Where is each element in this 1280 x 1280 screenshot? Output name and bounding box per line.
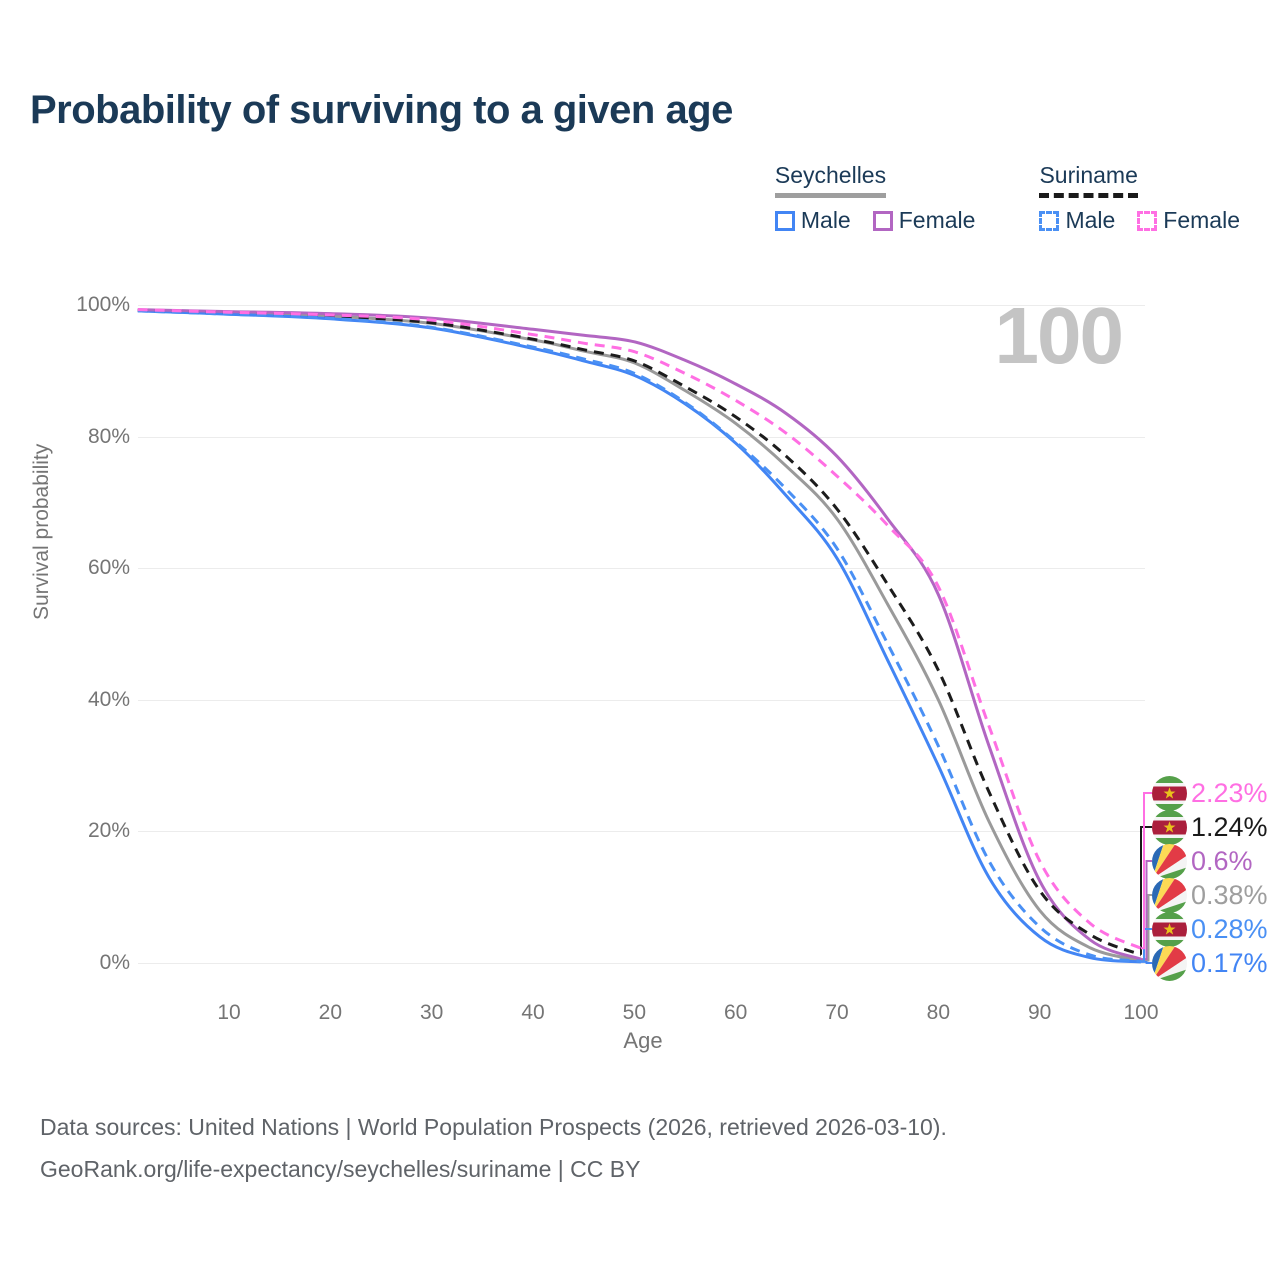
series-line-suriname-female	[137, 308, 1142, 950]
x-axis-tick-label: 70	[825, 1001, 849, 1024]
x-axis-tick-label: 60	[723, 1001, 748, 1024]
legend-item-label: Female	[898, 207, 976, 233]
legend-item-label: Male	[800, 207, 851, 233]
series-line-seychelles-male	[137, 309, 1142, 964]
y-axis-tick-label: 40%	[87, 687, 130, 711]
series-line-suriname-both	[137, 308, 1142, 957]
suriname-flag-icon	[1152, 809, 1187, 845]
x-axis-tick-label: 10	[217, 1001, 241, 1024]
gridline	[138, 436, 1145, 438]
seychelles-flag-icon	[1152, 945, 1187, 981]
legend-group-label: Seychelles	[774, 162, 887, 198]
legend-swatch-icon	[872, 210, 893, 231]
end-label-seychelles-male: 0.17%	[1152, 945, 1268, 981]
y-axis-tick-label: 100%	[76, 293, 130, 316]
gridline	[138, 831, 1145, 833]
legend-item-label: Male	[1065, 207, 1116, 233]
x-axis-tick-label: 90	[1027, 1001, 1052, 1024]
legend-swatch-icon	[1137, 210, 1158, 231]
x-axis-tick-label: 50	[622, 1001, 647, 1024]
end-label-value: 1.24%	[1191, 811, 1268, 842]
x-axis-title: Age	[623, 1028, 663, 1053]
end-label-value: 0.17%	[1191, 947, 1268, 978]
series-line-suriname-male	[137, 309, 1142, 963]
end-label-connector	[1140, 826, 1152, 955]
gridline	[138, 305, 1145, 306]
gridline	[138, 699, 1145, 701]
end-label-value: 0.28%	[1191, 913, 1268, 944]
y-axis-tick-label: 60%	[87, 556, 130, 580]
x-axis-tick-label: 100	[1123, 1001, 1159, 1024]
end-label-value: 0.38%	[1191, 879, 1268, 910]
footer: Data sources: United Nations | World Pop…	[40, 1106, 947, 1190]
suriname-flag-icon	[1152, 911, 1187, 947]
x-axis-tick-label: 80	[926, 1001, 950, 1024]
suriname-flag-icon	[1152, 775, 1187, 811]
x-axis-tick-label: 20	[318, 1001, 343, 1024]
seychelles-flag-icon	[1152, 843, 1187, 879]
x-axis-tick-label: 40	[521, 1001, 545, 1024]
end-label-value: 0.6%	[1191, 845, 1253, 876]
legend-item-seychelles-female[interactable]: Female	[872, 207, 976, 234]
series-line-seychelles-female	[137, 308, 1142, 961]
legend-item-suriname-male[interactable]: Male	[1039, 207, 1115, 234]
end-label-value: 2.23%	[1191, 777, 1268, 808]
end-label-suriname-male: 0.28%	[1152, 911, 1268, 947]
end-label-suriname-female: 2.23%	[1152, 775, 1268, 811]
y-axis-tick-label: 20%	[87, 819, 130, 843]
end-label-seychelles-female: 0.6%	[1152, 843, 1253, 879]
chart-watermark: 100	[994, 291, 1124, 380]
x-axis-tick-label: 30	[420, 1001, 444, 1024]
legend-group-label: Suriname	[1039, 162, 1138, 198]
y-axis-tick-label: 80%	[87, 424, 130, 448]
y-axis-tick-label: 0%	[99, 951, 130, 974]
gridline	[138, 963, 1145, 964]
legend-item-suriname-female[interactable]: Female	[1137, 207, 1240, 234]
end-label-seychelles-both: 0.38%	[1152, 877, 1268, 913]
legend-swatch-icon	[774, 210, 795, 231]
seychelles-flag-icon	[1152, 877, 1187, 913]
data-sources-line: Data sources: United Nations | World Pop…	[40, 1114, 947, 1140]
y-axis-title: Survival probability	[30, 443, 53, 620]
end-label-connector	[1141, 792, 1152, 950]
end-label-connector	[1141, 860, 1152, 961]
page-title: Probability of surviving to a given age	[30, 88, 733, 132]
gridline	[138, 568, 1145, 570]
legend: Seychelles Male Female Suriname Male Female	[774, 162, 1240, 234]
legend-group-seychelles: Seychelles Male Female	[774, 162, 976, 234]
legend-group-suriname: Suriname Male Female	[1039, 162, 1240, 234]
attribution-line: GeoRank.org/life-expectancy/seychelles/s…	[40, 1156, 641, 1182]
legend-item-label: Female	[1163, 207, 1240, 233]
legend-swatch-icon	[1039, 210, 1060, 231]
end-label-suriname-both: 1.24%	[1152, 809, 1268, 845]
legend-item-seychelles-male[interactable]: Male	[774, 207, 851, 234]
